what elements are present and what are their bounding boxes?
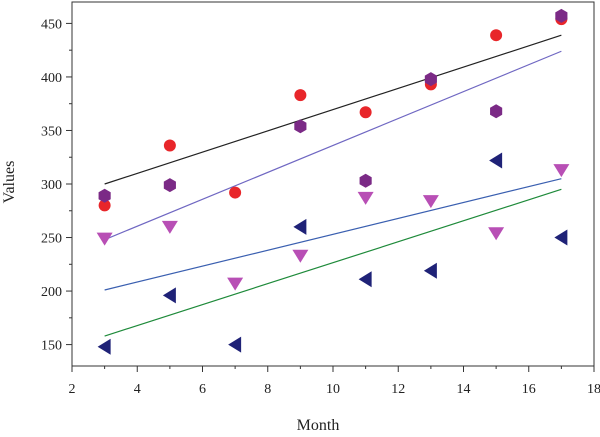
- trend-line: [104, 178, 562, 291]
- trend-lines: [104, 34, 562, 337]
- data-point-hexagon: [359, 173, 372, 188]
- data-point-hexagon: [490, 104, 503, 119]
- data-point-circle: [490, 29, 503, 42]
- x-tick-label: 2: [69, 382, 76, 397]
- data-point-triangle-left: [358, 271, 372, 288]
- data-point-hexagon: [555, 8, 568, 23]
- x-tick-label: 6: [199, 382, 206, 397]
- trend-line: [104, 34, 562, 185]
- x-tick-label: 12: [391, 382, 405, 397]
- data-point-triangle-down: [96, 232, 113, 246]
- x-tick-label: 14: [457, 382, 471, 397]
- data-point-triangle-down: [488, 227, 505, 241]
- data-point-circle: [98, 199, 111, 212]
- trend-line: [104, 50, 562, 241]
- data-point-triangle-down: [227, 277, 244, 291]
- data-point-hexagon: [294, 119, 307, 134]
- x-axis-title: Month: [297, 417, 340, 434]
- data-point-triangle-down: [292, 249, 309, 263]
- data-point-hexagon: [98, 188, 111, 203]
- y-tick-label: 300: [41, 178, 62, 193]
- x-tick-label: 8: [264, 382, 271, 397]
- data-point-circle: [229, 186, 242, 199]
- x-tick-label: 4: [134, 382, 141, 397]
- y-tick-label: 200: [41, 285, 62, 300]
- data-point-circle: [359, 106, 372, 119]
- data-point-triangle-down: [161, 220, 178, 234]
- data-points: [96, 8, 570, 355]
- y-tick-label: 150: [41, 339, 62, 354]
- y-tick-label: 350: [41, 124, 62, 139]
- plot-frame: [71, 1, 595, 367]
- x-axis-ticks: 2 4 6 8 10 12 14 16 18: [69, 366, 600, 397]
- data-point-triangle-down: [553, 164, 570, 178]
- x-tick-label: 10: [326, 382, 340, 397]
- x-tick-label: 16: [522, 382, 536, 397]
- data-point-triangle-left: [228, 336, 242, 353]
- data-point-triangle-left: [554, 229, 568, 246]
- y-tick-label: 450: [41, 17, 62, 32]
- x-tick-label: 18: [587, 382, 600, 397]
- data-point-circle: [163, 139, 176, 152]
- y-axis-title: Values: [1, 161, 18, 204]
- data-point-hexagon: [163, 178, 176, 193]
- data-point-triangle-left: [162, 287, 176, 304]
- y-tick-label: 250: [41, 232, 62, 247]
- data-point-triangle-left: [423, 262, 437, 279]
- y-axis-ticks: 150 200 250 300 350 400 450: [41, 17, 72, 354]
- trend-line: [104, 188, 562, 337]
- data-point-hexagon: [424, 72, 437, 87]
- data-point-triangle-down: [422, 195, 439, 209]
- data-point-circle: [294, 89, 307, 102]
- plot-border: [71, 1, 595, 367]
- data-point-triangle-left: [293, 218, 307, 235]
- data-point-triangle-down: [357, 191, 374, 205]
- y-tick-label: 400: [41, 71, 62, 86]
- data-point-triangle-left: [489, 152, 503, 169]
- data-point-triangle-left: [97, 338, 111, 355]
